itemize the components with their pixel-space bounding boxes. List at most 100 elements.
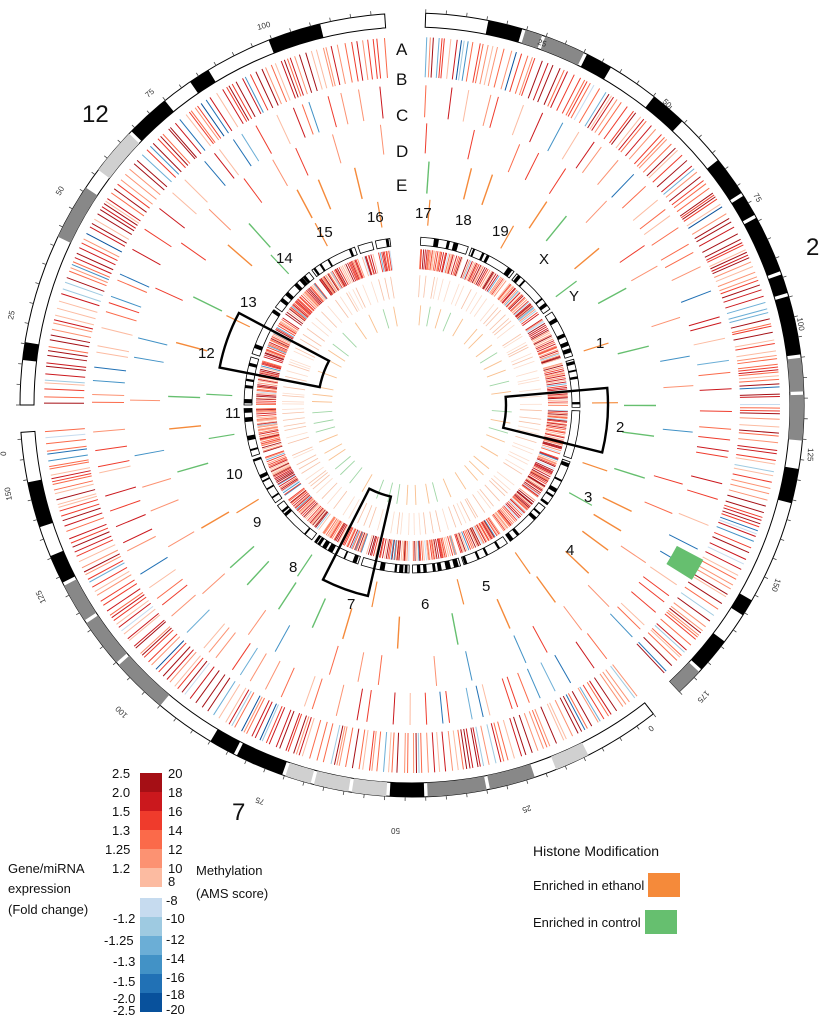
track-a-mark [610,665,636,699]
genome-expression-mark [531,468,550,480]
track-a-mark [417,732,420,773]
genome-inner-mark [517,428,539,435]
track-a-mark [49,459,89,468]
track-a-mark [732,325,772,336]
chr2-tick [720,646,725,650]
track-a-mark [587,93,610,129]
genome-expression-mark [364,256,372,276]
genome-expression-mark [305,290,320,306]
legend-blue-scale [140,898,162,1012]
genome-expression-mark [388,539,393,560]
genome-expression-mark [546,383,567,387]
track-a-mark [110,192,145,217]
genome-chr-band [249,447,259,452]
track-a-mark [688,206,723,229]
track-a-mark [739,393,780,396]
chr2-tick [797,335,803,338]
genome-expression-mark [276,472,295,484]
genome-inner-mark [305,466,324,481]
genome-chr-band [302,275,311,284]
track-a-mark [51,470,91,480]
genome-expression-mark [269,339,289,350]
chr7-band [551,742,589,770]
chr7-tick [207,740,211,745]
track-a-mark [656,623,687,651]
meth-neg-6: -18 [166,987,185,1002]
track-b-mark [481,684,491,716]
track-a-mark [550,71,568,108]
genome-expression-mark [256,389,277,393]
track-a-mark [527,60,543,99]
genome-expression-mark [279,477,298,489]
track-a-mark [70,267,108,284]
track-c-mark [137,337,168,346]
genome-expression-mark [452,256,460,276]
genome-inner-mark [396,512,401,535]
track-a-mark [205,99,229,134]
genome-expression-mark [329,520,341,538]
track-a-mark [91,223,127,244]
track-c-mark [620,545,647,564]
track-a-mark [45,373,86,378]
chr2-tick [707,661,712,666]
chr7-tick-0: 0 [646,723,656,733]
track-a-mark [111,594,145,619]
genome-inner-mark [316,477,333,494]
track-a-mark [679,192,714,217]
genome-expression-mark [440,252,447,273]
track-a-mark [731,478,771,489]
track-a-mark [472,43,481,83]
legend-blue-cell [140,917,162,936]
genome-expression-mark [507,500,523,516]
genome-chr-band [254,344,263,351]
track-b-mark [424,692,428,725]
genome-expression-mark [445,536,452,557]
track-a-mark [731,323,772,334]
chr-label-18: 18 [455,212,472,229]
chr2-band [707,159,742,201]
chr-label-3: 3 [584,489,592,506]
chr12-tick [213,61,217,66]
genome-expression-mark [331,521,343,540]
chr12-band [98,133,140,179]
chr7-tick [47,557,52,561]
track-a-mark [200,103,225,137]
genome-inner-mark [437,278,444,301]
genome-expression-mark [533,464,553,475]
genome-expression-mark [367,535,375,555]
track-a-mark [638,139,668,169]
track-a-mark [216,92,239,128]
genome-expression-mark [419,249,422,270]
track-d-mark [201,511,230,529]
track-a-mark [158,642,187,673]
genome-inner-mark [441,508,449,530]
track-c-mark [663,385,694,389]
genome-expression-mark [510,498,526,513]
chr7-tick [27,499,32,502]
chr7-tick [112,661,117,666]
track-a-mark [651,628,682,656]
track-a-mark [301,717,315,757]
track-a-mark [76,252,114,271]
track-b-mark [699,388,732,391]
legend-red-cell [140,792,162,811]
genome-inner-mark [489,480,506,497]
track-a-mark [720,279,759,295]
expr-title-1: Gene/miRNA [8,861,85,876]
genome-expression-mark [320,278,334,295]
track-b-mark [94,366,127,372]
genome-chr-ideogram [468,247,515,279]
genome-expression-mark [256,386,277,390]
expr-neg-6: -2.5 [113,1003,135,1018]
genome-expression-mark [513,300,529,315]
genome-histone-mark [418,305,422,326]
track-b-mark [688,316,720,327]
track-a-mark [362,40,369,81]
track-c-mark [513,635,527,664]
track-a-mark [738,438,779,444]
genome-expression-mark [305,504,320,520]
genome-inner-mark [507,344,528,356]
chr-label-6: 6 [421,596,429,613]
track-c-mark [653,475,683,485]
track-c-mark [379,124,385,155]
